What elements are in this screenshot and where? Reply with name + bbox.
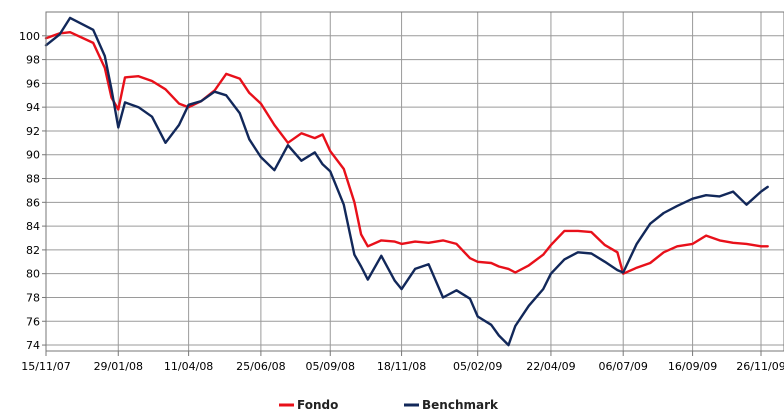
x-tick-label: 11/04/08 bbox=[164, 360, 213, 373]
grid-lines bbox=[42, 12, 784, 356]
series-lines bbox=[44, 16, 769, 347]
x-tick-label: 05/09/08 bbox=[306, 360, 355, 373]
legend-label-benchmark: Benchmark bbox=[422, 398, 499, 412]
series-line-benchmark bbox=[44, 16, 769, 347]
legend-label-fondo: Fondo bbox=[297, 398, 338, 412]
y-tick-label: 94 bbox=[26, 101, 40, 114]
y-tick-label: 82 bbox=[26, 244, 40, 257]
y-tick-label: 86 bbox=[26, 196, 40, 209]
y-tick-label: 78 bbox=[26, 291, 40, 304]
x-tick-label: 25/06/08 bbox=[236, 360, 285, 373]
y-tick-label: 88 bbox=[26, 173, 40, 186]
y-tick-label: 80 bbox=[26, 268, 40, 281]
y-tick-label: 100 bbox=[19, 30, 40, 43]
x-tick-label: 05/02/09 bbox=[453, 360, 502, 373]
x-tick-label: 15/11/07 bbox=[21, 360, 70, 373]
y-tick-label: 96 bbox=[26, 77, 40, 90]
y-tick-label: 84 bbox=[26, 220, 40, 233]
x-axis-ticks: 15/11/07 29/01/08 11/04/08 25/06/08 05/09/08… bbox=[21, 360, 784, 373]
x-tick-label: 26/11/09 bbox=[736, 360, 784, 373]
y-tick-label: 74 bbox=[26, 339, 40, 352]
y-tick-label: 90 bbox=[26, 149, 40, 162]
x-tick-label: 06/07/09 bbox=[599, 360, 648, 373]
series-line-fondo bbox=[44, 31, 769, 275]
y-tick-label: 76 bbox=[26, 315, 40, 328]
legend: Fondo Benchmark bbox=[279, 398, 499, 412]
x-tick-label: 18/11/08 bbox=[377, 360, 426, 373]
x-tick-label: 16/09/09 bbox=[668, 360, 717, 373]
x-tick-label: 22/04/09 bbox=[526, 360, 575, 373]
y-tick-label: 92 bbox=[26, 125, 40, 138]
x-tick-label: 29/01/08 bbox=[94, 360, 143, 373]
y-tick-label: 98 bbox=[26, 54, 40, 67]
y-axis-ticks: 74 76 78 80 82 84 86 88 90 92 94 96 98 100 bbox=[19, 30, 40, 352]
plot-frame bbox=[45, 11, 784, 352]
